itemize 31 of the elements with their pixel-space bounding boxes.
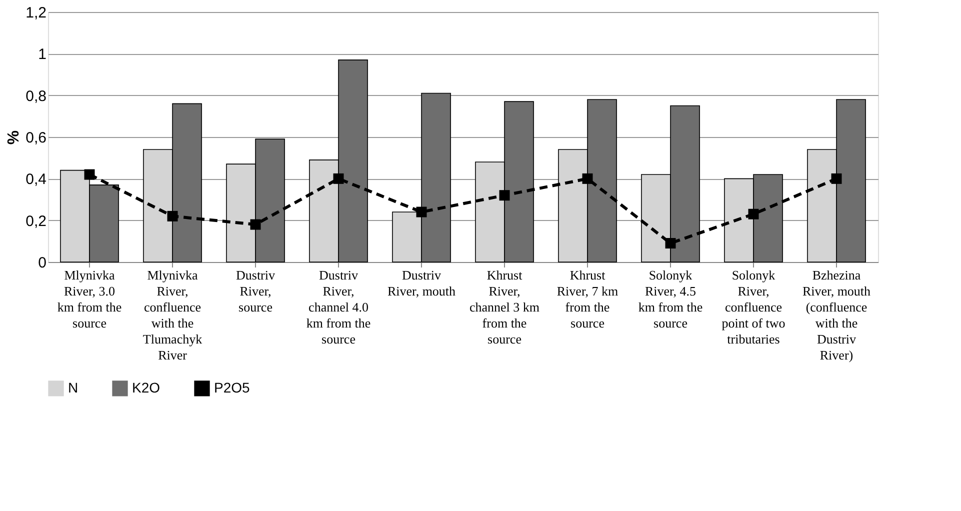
y-tick-label: 0,8 — [26, 88, 46, 105]
y-tick-label: 0,2 — [26, 212, 46, 230]
point — [748, 208, 759, 220]
x-tick-label: Solonyk River, 4.5 km from the source — [638, 268, 703, 330]
x-tick-label: Solonyk River, confluence point of two tributaries — [722, 268, 786, 346]
y-tick-label: 1 — [38, 46, 46, 64]
x-tick-label: Dustriv River, channel 4.0 km from the source — [306, 268, 371, 346]
x-tick-label: Mlynivka River, confluence with the Tlumachyk River — [142, 268, 203, 362]
legend-label: N — [68, 379, 78, 396]
point — [250, 219, 261, 230]
point — [333, 173, 344, 184]
y-axis-title: % — [6, 130, 23, 145]
y-tick-label: 0,4 — [26, 171, 46, 188]
x-tick-label: Khrust River, 7 km from the source — [556, 268, 618, 330]
point — [167, 210, 178, 222]
x-tick-label: Khrust River, channel 3 km from the source — [469, 268, 540, 346]
legend-label: P2O5 — [214, 379, 250, 396]
x-tick-label: Dustriv River, source — [236, 268, 276, 314]
x-tick-label: Dustriv River, mouth — [387, 268, 456, 298]
point — [831, 173, 842, 184]
point — [84, 169, 95, 180]
point — [665, 238, 676, 248]
point — [416, 206, 427, 218]
y-tick-label: 0,6 — [26, 130, 46, 146]
x-tick-label: Mlynivka River, 3.0 km from the source — [57, 268, 122, 330]
y-tick-label: 0 — [38, 254, 46, 272]
x-tick-label: Bzhezina River, mouth (confluence with the Dustriv River) — [802, 268, 872, 362]
y-tick-label: 1,2 — [26, 4, 46, 22]
point — [582, 173, 593, 184]
legend-label: K2O — [132, 379, 160, 396]
point — [499, 190, 510, 201]
